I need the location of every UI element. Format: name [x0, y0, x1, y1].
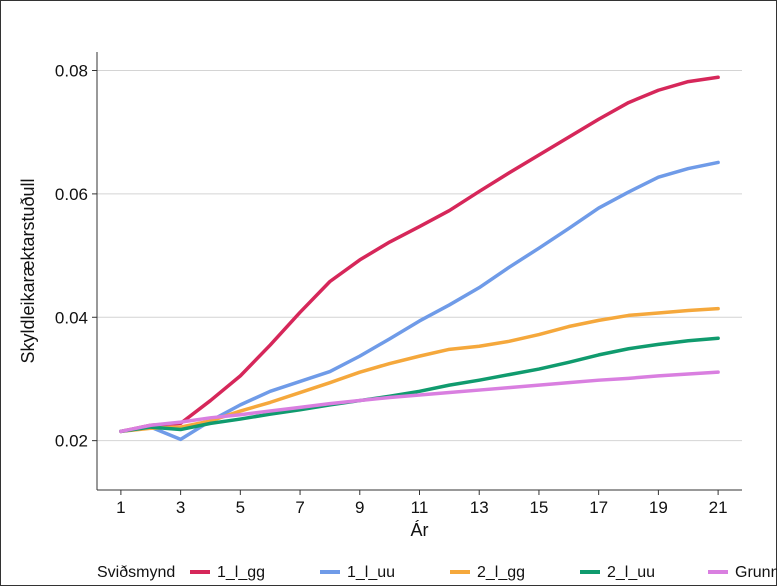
gridlines	[97, 70, 742, 442]
x-tick-label: 13	[470, 498, 489, 517]
x-tick-label: 19	[649, 498, 668, 517]
y-tick-label: 0.06	[55, 185, 88, 204]
series-line-2_l_gg	[119, 306, 720, 434]
x-tick-label: 1	[116, 498, 125, 517]
x-tick-label: 15	[529, 498, 548, 517]
y-tick-label: 0.04	[55, 308, 88, 327]
series-line-Grunnur	[119, 370, 720, 434]
series-line-1_l_uu	[119, 160, 720, 442]
legend-label-2_l_gg: 2_l_gg	[477, 564, 525, 581]
legend: Sviðsmynd 1_l_gg 1_l_uu 2_l_gg 2_l_uu Grunnu…	[97, 564, 777, 581]
x-tick-label: 3	[176, 498, 185, 517]
x-axis-title: Ár	[411, 520, 429, 540]
series-line-2_l_uu	[119, 336, 720, 434]
legend-label-Grunnur: Grunnur	[735, 564, 777, 581]
x-tick-label: 7	[295, 498, 304, 517]
legend-label-2_l_uu: 2_l_uu	[607, 564, 655, 581]
series-line-1_l_gg	[119, 75, 720, 434]
y-tick-label: 0.02	[55, 432, 88, 451]
x-tick-label: 11	[411, 498, 429, 517]
x-tick-label: 5	[236, 498, 245, 517]
x-tick-label: 17	[589, 498, 608, 517]
legend-title: Sviðsmynd	[97, 564, 175, 581]
y-axis-title: Skyldleikaræktarstuðull	[18, 178, 38, 363]
legend-label-1_l_uu: 1_l_uu	[347, 564, 395, 581]
legend-label-1_l_gg: 1_l_gg	[217, 564, 265, 581]
y-tick-label: 0.08	[55, 62, 88, 81]
series-layer	[119, 75, 720, 442]
x-tick-label: 9	[355, 498, 364, 517]
x-tick-label: 21	[709, 498, 728, 517]
axes: 0.020.040.060.081 3 5 7 9 11 13 15 17 19 21	[55, 52, 742, 517]
